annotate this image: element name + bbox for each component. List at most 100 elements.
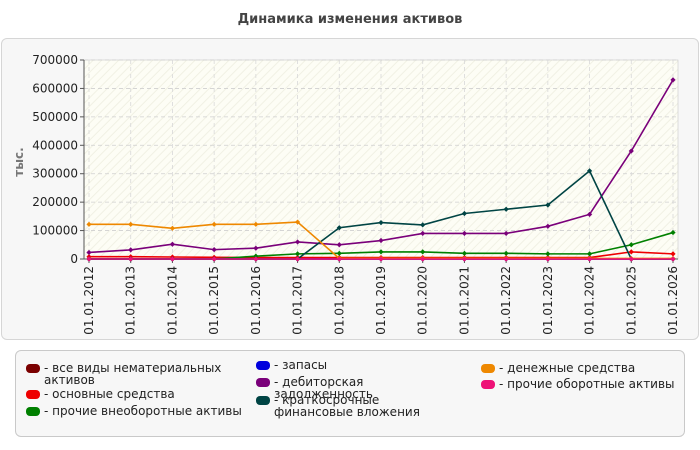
data-point: [86, 221, 92, 227]
legend-item-inventory: - запасы: [256, 359, 456, 371]
data-point: [378, 249, 384, 255]
data-point: [628, 242, 634, 248]
x-tick-label: 01.01.2026: [666, 266, 680, 335]
legend-item-other-noncurrent: - прочие внеоборотные активы: [26, 405, 256, 417]
x-tick-label: 01.01.2017: [291, 266, 305, 335]
data-point: [670, 256, 676, 262]
data-point: [211, 247, 217, 253]
x-tick-label: 01.01.2024: [583, 266, 597, 335]
data-point: [420, 256, 426, 262]
data-point: [545, 256, 551, 262]
data-point: [169, 241, 176, 247]
data-point: [503, 250, 509, 256]
legend-label: - все виды нематериальных активов: [44, 361, 222, 387]
data-point: [253, 221, 259, 227]
data-point: [420, 230, 426, 237]
data-point: [670, 251, 676, 257]
y-tick-label: 500000: [32, 110, 78, 124]
legend-swatch: [256, 396, 270, 405]
data-point: [586, 168, 593, 174]
legend-label: - запасы: [274, 358, 328, 372]
data-point: [628, 148, 634, 154]
x-tick-label: 01.01.2018: [332, 266, 346, 335]
x-tick-label: 01.01.2013: [124, 266, 138, 335]
y-tick-label: 200000: [32, 195, 78, 209]
data-point: [503, 230, 509, 237]
y-tick-label: 100000: [32, 224, 78, 238]
data-point: [294, 251, 301, 257]
data-point: [586, 256, 593, 262]
legend-swatch: [481, 380, 495, 389]
data-point: [253, 253, 259, 259]
data-point: [336, 250, 342, 256]
data-point: [294, 239, 301, 245]
data-point: [545, 223, 551, 229]
x-tick-label: 01.01.2023: [541, 266, 555, 335]
legend-swatch: [26, 390, 40, 399]
data-point: [169, 256, 176, 262]
data-point: [378, 220, 384, 226]
legend: - все виды нематериальных активов - осно…: [15, 350, 685, 437]
data-point: [378, 256, 384, 262]
chart-canvas: 0 100000 200000 300000 400000 500000 600000 700…: [12, 53, 680, 335]
x-tick-label: 01.01.2012: [82, 266, 96, 335]
legend-swatch: [256, 378, 270, 387]
data-point: [461, 210, 468, 217]
data-point: [128, 221, 134, 227]
data-point: [670, 77, 676, 83]
data-point: [503, 256, 509, 262]
chart-title: Динамика изменения активов: [237, 12, 463, 27]
data-point: [461, 250, 468, 256]
legend-item-other-current: - прочие оборотные активы: [481, 378, 681, 390]
y-tick-label: 300000: [32, 167, 78, 181]
x-tick-label: 01.01.2016: [249, 266, 263, 335]
data-point: [628, 256, 634, 262]
data-point: [86, 249, 92, 256]
legend-swatch: [481, 364, 495, 373]
data-point: [586, 211, 593, 217]
data-point: [336, 256, 342, 262]
legend-item-short-term-investments: - краткосрочные финансовые вложения: [256, 394, 461, 418]
data-point: [294, 219, 301, 225]
data-point: [336, 242, 342, 248]
legend-item-fixed-assets: - основные средства: [26, 388, 231, 400]
legend-label: - денежные средства: [499, 361, 636, 375]
data-point: [169, 225, 176, 231]
legend-label: - дебиторская задолженность: [274, 375, 373, 401]
legend-item-intangibles: - все виды нематериальных активов: [26, 362, 231, 386]
data-point: [670, 229, 676, 236]
data-point: [211, 256, 217, 262]
data-point: [378, 237, 384, 244]
data-point: [294, 256, 301, 262]
x-tick-label: 01.01.2019: [374, 266, 388, 335]
data-point: [128, 247, 134, 253]
y-axis-label: тыс.: [12, 147, 26, 176]
legend-label: - прочие внеоборотные активы: [44, 404, 242, 418]
data-point: [503, 206, 509, 212]
data-point: [211, 221, 217, 227]
data-point: [461, 230, 468, 237]
y-tick-label: 400000: [32, 138, 78, 152]
x-tick-label: 01.01.2020: [416, 266, 430, 335]
y-tick-label: 0: [70, 252, 78, 266]
x-tick-label: 01.01.2025: [624, 266, 638, 335]
data-point: [336, 225, 342, 231]
x-tick-label: 01.01.2021: [457, 266, 471, 335]
data-point: [628, 249, 634, 255]
legend-label: - основные средства: [44, 387, 175, 401]
data-point: [253, 245, 259, 251]
data-point: [545, 251, 551, 257]
data-point: [545, 202, 551, 208]
legend-label: - краткосрочные финансовые вложения: [274, 393, 420, 419]
x-tick-label: 01.01.2022: [499, 266, 513, 335]
legend-item-receivables: - дебиторская задолженность: [256, 376, 466, 400]
legend-swatch: [26, 364, 40, 373]
y-tick-label: 600000: [32, 81, 78, 95]
legend-swatch: [256, 361, 270, 370]
data-point: [128, 256, 134, 262]
legend-item-cash: - денежные средства: [481, 362, 681, 374]
data-point: [253, 256, 259, 262]
x-tick-label: 01.01.2015: [207, 266, 221, 335]
data-point: [461, 256, 468, 262]
legend-label: - прочие оборотные активы: [499, 377, 675, 391]
